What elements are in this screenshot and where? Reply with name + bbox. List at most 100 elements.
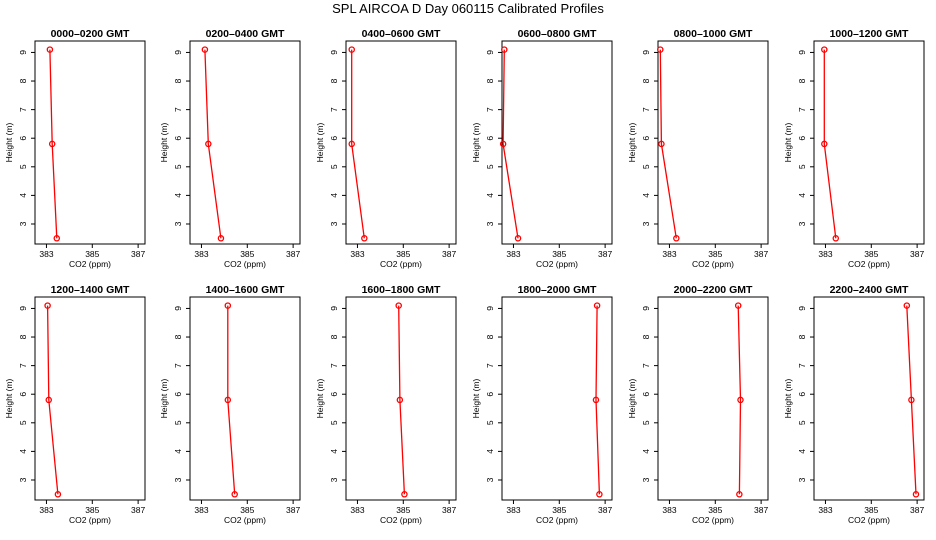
y-tick-label: 5: [18, 164, 28, 169]
y-axis-label: Height (m): [4, 123, 14, 163]
panel-title: 1400–1600 GMT: [206, 284, 285, 296]
y-tick-label: 6: [329, 136, 339, 141]
y-tick-label: 7: [18, 107, 28, 112]
y-tick-label: 3: [485, 221, 495, 226]
x-tick-label: 383: [39, 505, 53, 515]
y-tick-label: 8: [485, 78, 495, 83]
y-tick-label: 7: [18, 363, 28, 368]
x-axis-label: CO2 (ppm): [224, 515, 266, 525]
x-tick-label: 385: [85, 249, 99, 259]
x-axis-label: CO2 (ppm): [692, 515, 734, 525]
y-tick-label: 8: [18, 334, 28, 339]
y-tick-label: 5: [641, 164, 651, 169]
x-axis-label: CO2 (ppm): [536, 515, 578, 525]
x-tick-label: 383: [818, 505, 832, 515]
y-tick-label: 4: [18, 449, 28, 454]
profile-line: [50, 50, 57, 239]
y-tick-label: 8: [329, 334, 339, 339]
chart-panel-8: 1400–1600 GMT 383 385 387 3 4 5 6 7 8 9 CO2 (ppm) He…: [159, 284, 300, 525]
panel-title: 0600–0800 GMT: [518, 28, 597, 40]
y-tick-label: 5: [641, 420, 651, 425]
y-tick-label: 8: [485, 334, 495, 339]
profile-line: [352, 50, 365, 239]
y-tick-label: 3: [329, 477, 339, 482]
y-tick-label: 6: [641, 392, 651, 397]
y-tick-label: 9: [797, 50, 807, 55]
y-tick-label: 7: [797, 107, 807, 112]
chart-panel-1: 0000–0200 GMT383 385 3873456789CO2 (ppm)He…: [4, 28, 145, 269]
y-tick-label: 6: [329, 392, 339, 397]
y-axis-label: Height (m): [627, 379, 637, 419]
x-tick-label: 385: [240, 249, 254, 259]
chart-panel-5: 0800–1000 GMT 383 385 387 3 4 5 6 7 8 9 CO2 (ppm) He…: [627, 28, 768, 269]
y-tick-label: 3: [18, 221, 28, 226]
x-tick-label: 383: [506, 249, 520, 259]
y-tick-label: 7: [797, 363, 807, 368]
x-tick-label: 383: [194, 505, 208, 515]
x-tick-label: 385: [240, 505, 254, 515]
y-tick-label: 9: [641, 50, 651, 55]
y-axis-label: Height (m): [159, 379, 169, 419]
y-tick-label: 4: [485, 449, 495, 454]
y-tick-label: 5: [329, 164, 339, 169]
x-tick-label: 387: [598, 505, 612, 515]
y-axis-label: Height (m): [471, 123, 481, 163]
panel-title: 1000–1200 GMT: [830, 28, 909, 40]
y-tick-label: 4: [329, 449, 339, 454]
y-tick-label: 9: [18, 50, 28, 55]
y-tick-label: 8: [173, 78, 183, 83]
y-tick-label: 7: [485, 107, 495, 112]
x-tick-label: 385: [396, 249, 410, 259]
y-tick-label: 4: [797, 193, 807, 198]
x-tick-label: 385: [708, 505, 722, 515]
y-tick-label: 4: [329, 193, 339, 198]
y-tick-label: 5: [329, 420, 339, 425]
y-tick-label: 4: [797, 449, 807, 454]
y-tick-label: 4: [173, 193, 183, 198]
x-tick-label: 387: [286, 505, 300, 515]
plot-frame: [658, 297, 768, 500]
x-tick-label: 387: [131, 249, 145, 259]
x-tick-label: 385: [864, 505, 878, 515]
y-axis-label: Height (m): [783, 379, 793, 419]
x-tick-label: 387: [598, 249, 612, 259]
profile-line: [824, 50, 836, 239]
x-tick-label: 387: [910, 505, 924, 515]
y-tick-label: 3: [18, 477, 28, 482]
x-tick-label: 385: [552, 505, 566, 515]
plot-frame: [346, 41, 456, 244]
panel-title: 1800–2000 GMT: [518, 284, 597, 296]
y-tick-label: 3: [797, 221, 807, 226]
panel-title: 1200–1400 GMT: [51, 284, 130, 296]
y-axis-label: Height (m): [471, 379, 481, 419]
y-tick-label: 7: [485, 363, 495, 368]
plot-frame: [814, 41, 924, 244]
y-tick-label: 5: [797, 164, 807, 169]
panel-title: 0400–0600 GMT: [362, 28, 441, 40]
x-tick-label: 385: [396, 505, 410, 515]
chart-panel-11: 2000–2200 GMT 383 385 387 3 4 5 6 7 8 9 CO2 (ppm) He…: [627, 284, 768, 525]
panel-title: 0800–1000 GMT: [674, 28, 753, 40]
y-tick-label: 8: [329, 78, 339, 83]
y-axis-label: Height (m): [159, 123, 169, 163]
x-axis-label: CO2 (ppm): [380, 259, 422, 269]
x-tick-label: 383: [350, 505, 364, 515]
chart-panel-3: 0400–0600 GMT 383 385 387 3 4 5 6 7 8 9 CO2 (ppm) He…: [315, 28, 456, 269]
y-tick-label: 6: [18, 136, 28, 141]
chart-panel-10: 1800–2000 GMT 383 385 387 3 4 5 6 7 8 9 CO2 (ppm) He…: [471, 284, 612, 525]
y-tick-label: 3: [329, 221, 339, 226]
y-tick-label: 5: [173, 420, 183, 425]
y-tick-label: 7: [173, 107, 183, 112]
y-tick-label: 8: [797, 78, 807, 83]
profile-line: [660, 50, 676, 239]
y-tick-label: 5: [173, 164, 183, 169]
x-tick-label: 383: [194, 249, 208, 259]
y-tick-label: 6: [797, 392, 807, 397]
profile-line: [48, 306, 58, 495]
y-tick-label: 9: [173, 50, 183, 55]
x-tick-label: 387: [910, 249, 924, 259]
x-tick-label: 385: [552, 249, 566, 259]
y-tick-label: 6: [485, 392, 495, 397]
x-tick-label: 387: [131, 505, 145, 515]
